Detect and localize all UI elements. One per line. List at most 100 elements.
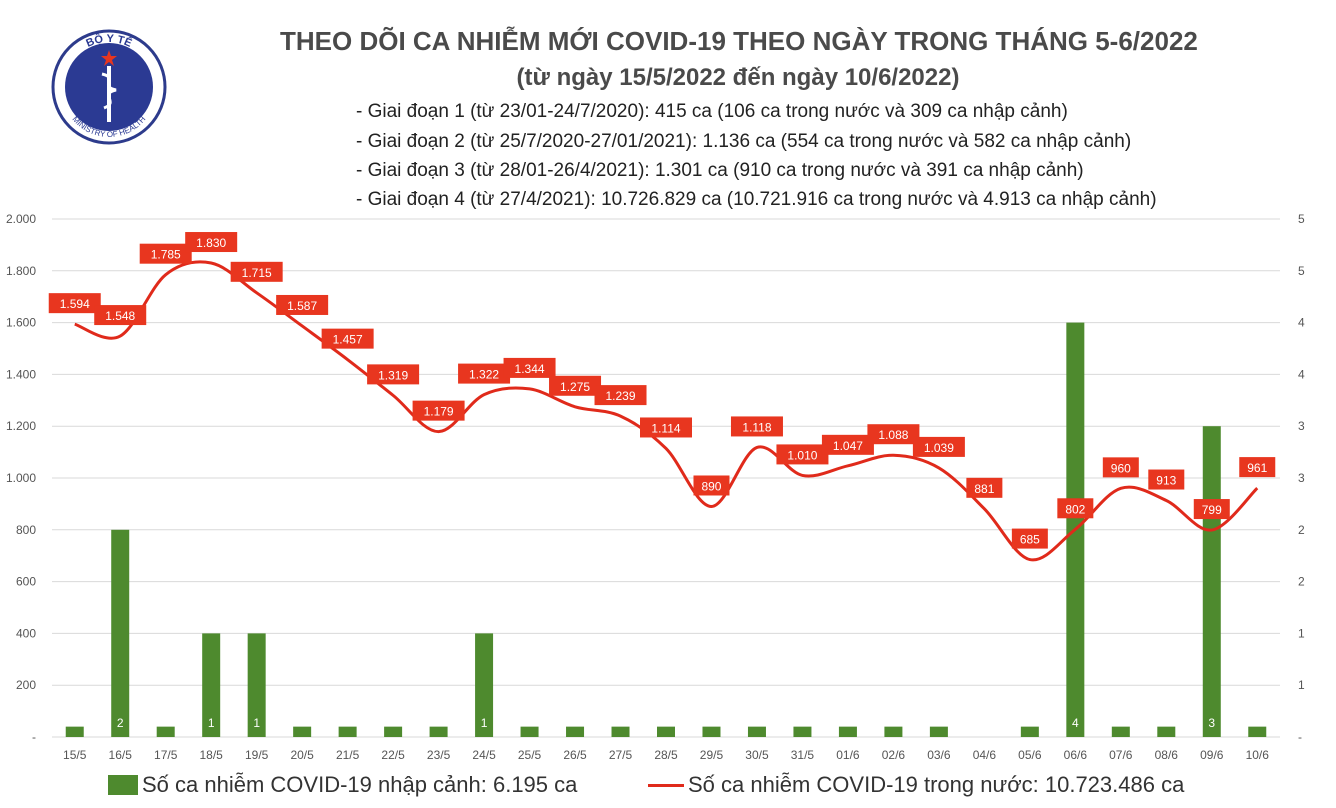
line-data-label-box: [966, 477, 1003, 498]
y-right-tick-label: 4: [1298, 367, 1305, 381]
x-tick-label: 16/5: [109, 748, 133, 762]
line-data-label-box: [1102, 457, 1139, 478]
line-data-label-box: [693, 475, 730, 496]
bar-data-label: -: [346, 716, 350, 730]
line-data-label-box: [776, 444, 829, 465]
bar-data-label: -: [664, 716, 668, 730]
line-data-label-box: [230, 261, 283, 282]
stage-1-summary: - Giai đoạn 1 (từ 23/01-24/7/2020): 415 …: [356, 101, 1068, 122]
x-tick-label: 21/5: [336, 748, 360, 762]
bar-imported: [202, 633, 221, 737]
x-tick-label: 17/5: [154, 748, 178, 762]
x-tick-label: 05/6: [1018, 748, 1042, 762]
x-tick-label: 07/6: [1109, 748, 1133, 762]
x-tick-label: 10/6: [1246, 748, 1270, 762]
line-domestic: [74, 260, 1259, 562]
line-data-label: 1.179: [424, 405, 454, 419]
bar-data-label: -: [1164, 716, 1168, 730]
bar-imported: [929, 726, 948, 737]
y-right-tick-label: -: [1298, 730, 1302, 744]
x-tick-label: 03/6: [927, 748, 951, 762]
bar-data-label: -: [437, 716, 441, 730]
x-tick-label: 27/5: [609, 748, 633, 762]
line-data-label: 1.039: [924, 441, 954, 455]
line-data-label: 1.118: [742, 420, 771, 434]
ministry-of-health-logo: BỘ Y TẾ MINISTRY OF HEALTH: [51, 29, 167, 145]
line-data-label-box: [912, 436, 965, 457]
bar-imported: [1248, 726, 1267, 737]
line-data-label: 1.275: [560, 380, 590, 394]
x-tick-label: 02/6: [882, 748, 906, 762]
line-data-label: 1.088: [878, 428, 908, 442]
bar-imported: [657, 726, 675, 737]
line-data-label-box: [640, 417, 692, 438]
bar-data-label: -: [891, 716, 895, 730]
bar-imported: [611, 726, 630, 737]
line-data-label: 1.344: [515, 362, 545, 376]
y-left-tick-label: 1.600: [6, 316, 36, 330]
stage-2-summary: - Giai đoạn 2 (từ 25/7/2020-27/01/2021):…: [356, 131, 1132, 152]
line-data-label-box: [48, 293, 101, 314]
x-tick-label: 18/5: [200, 748, 224, 762]
y-left-tick-label: 2.000: [6, 212, 36, 226]
bar-data-label: 1: [481, 716, 488, 730]
chart-legend: Số ca nhiễm COVID-19 nhập cảnh: 6.195 ca…: [0, 772, 1336, 806]
bar-imported: [520, 726, 539, 737]
line-data-label-box: [1148, 469, 1185, 490]
bar-imported: [429, 726, 448, 737]
bar-data-label: -: [937, 716, 941, 730]
y-left-tick-label: 1.800: [6, 264, 36, 278]
legend-item-imported: Số ca nhiễm COVID-19 nhập cảnh: 6.195 ca: [108, 772, 577, 798]
line-data-label-box: [867, 424, 920, 445]
y-left-tick-label: 1.000: [6, 471, 36, 485]
bar-data-label: 3: [1208, 716, 1215, 730]
y-left-tick-label: 1.200: [6, 419, 36, 433]
line-data-label-box: [1057, 498, 1094, 519]
x-tick-label: 06/6: [1064, 748, 1088, 762]
y-right-tick-label: 4: [1298, 316, 1305, 330]
legend-item-domestic: Số ca nhiễm COVID-19 trong nước: 10.723.…: [648, 772, 1184, 798]
x-tick-label: 22/5: [381, 748, 405, 762]
y-right-tick-label: 2: [1298, 523, 1305, 537]
bar-data-label: -: [800, 716, 804, 730]
line-data-label-box: [594, 385, 647, 406]
line-data-label-box: [503, 357, 556, 378]
y-right-tick-label: 3: [1298, 419, 1305, 433]
line-data-label-box: [367, 364, 420, 385]
line-data-label-box: [1239, 457, 1276, 478]
bar-data-label: -: [1255, 716, 1259, 730]
bar-data-label: 1: [253, 716, 260, 730]
svg-text:BỘ Y TẾ: BỘ Y TẾ: [84, 32, 134, 50]
y-left-tick-label: 1.400: [6, 367, 36, 381]
x-tick-label: 01/6: [836, 748, 860, 762]
x-tick-label: 25/5: [518, 748, 542, 762]
x-tick-label: 08/6: [1155, 748, 1179, 762]
stage-4-summary: - Giai đoạn 4 (từ 27/4/2021): 10.726.829…: [356, 189, 1157, 210]
y-right-tick-label: 5: [1298, 212, 1305, 226]
y-left-tick-label: 800: [16, 523, 36, 537]
line-data-label: 1.322: [469, 368, 499, 382]
chart-title: THEO DÕI CA NHIỄM MỚI COVID-19 THEO NGÀY…: [280, 26, 1198, 56]
line-data-label-box: [458, 363, 511, 384]
bar-data-label: -: [73, 716, 77, 730]
bar-imported: [566, 726, 585, 737]
line-data-label: 960: [1111, 461, 1131, 475]
chart-subtitle: (từ ngày 15/5/2022 đến ngày 10/6/2022): [516, 64, 960, 91]
stage-3-summary: - Giai đoạn 3 (từ 28/01-26/4/2021): 1.30…: [356, 160, 1084, 181]
line-data-label: 1.010: [787, 448, 817, 462]
bar-imported: [293, 726, 312, 737]
y-right-tick-label: 2: [1298, 575, 1305, 589]
line-data-label: 1.239: [606, 389, 636, 403]
bar-data-label: -: [846, 716, 850, 730]
line-data-label-box: [94, 305, 147, 326]
line-data-label: 961: [1247, 461, 1267, 475]
line-data-label: 890: [701, 479, 721, 493]
x-tick-label: 15/5: [63, 748, 87, 762]
y-left-tick-label: 200: [16, 678, 36, 692]
line-data-label: 1.785: [151, 248, 181, 262]
x-tick-label: 04/6: [973, 748, 997, 762]
line-data-label: 802: [1065, 502, 1085, 516]
line-data-label-box: [1193, 499, 1230, 520]
bar-data-label: -: [1119, 716, 1123, 730]
